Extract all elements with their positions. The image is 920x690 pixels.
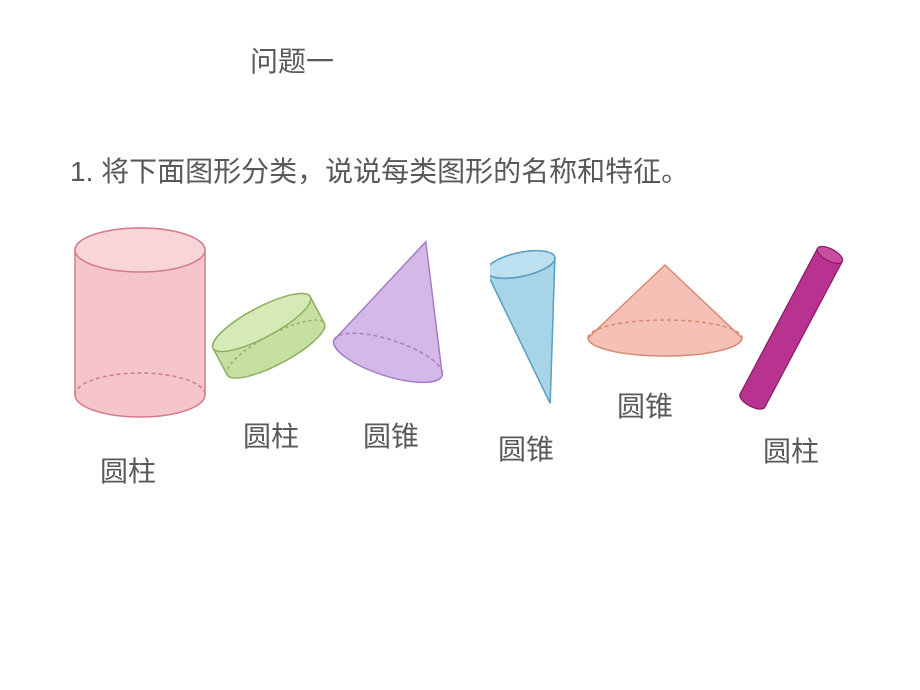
section-title: 问题一	[250, 40, 334, 80]
cone-purple	[325, 230, 480, 400]
cylinder-magenta-thin	[730, 230, 850, 430]
question-text: 1. 将下面图形分类，说说每类图形的名称和特征。	[70, 150, 689, 190]
label-cylinder-3: 圆柱	[763, 430, 819, 470]
label-cone-3: 圆锥	[617, 385, 673, 425]
cone-blue	[490, 245, 580, 420]
cylinder-pink-large	[70, 225, 210, 425]
label-cone-2: 圆锥	[498, 428, 554, 468]
cone-salmon-wide	[580, 260, 750, 365]
cylinder-green-tilted	[205, 285, 340, 400]
label-cone-1: 圆锥	[363, 415, 419, 455]
label-cylinder-1: 圆柱	[100, 450, 156, 490]
label-cylinder-2: 圆柱	[243, 415, 299, 455]
